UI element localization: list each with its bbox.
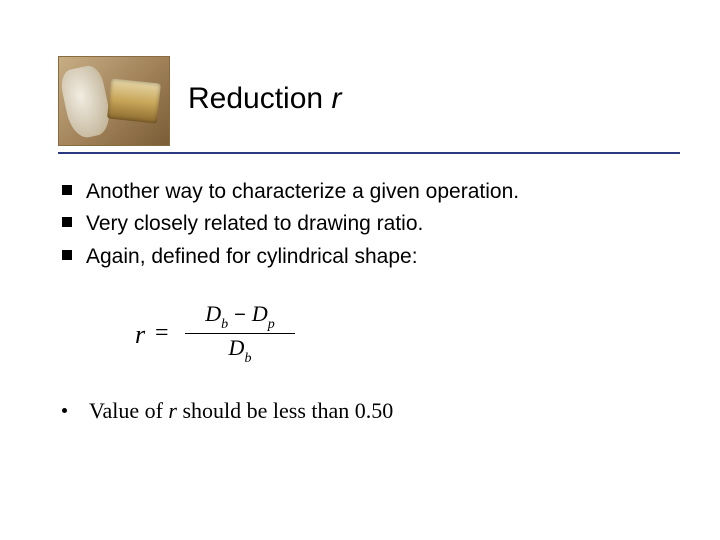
num-sub-a: b [221,317,228,332]
square-bullet-icon [62,250,72,260]
bullet-list: Another way to characterize a given oper… [62,178,670,275]
den-sub: b [244,351,251,366]
note-post: should be less than 0.50 [177,398,393,423]
list-item: Another way to characterize a given oper… [62,178,670,206]
header-underline [58,152,680,154]
formula-lhs: r [135,320,145,350]
title-word: Reduction [188,82,323,115]
slide-header: Reduction r [58,56,680,156]
bullet-text: Again, defined for cylindrical shape: [86,243,418,271]
num-sub-b: p [268,317,275,332]
formula: r = Db−Dp Db [135,302,315,372]
equals-sign: = [155,320,169,347]
num-term-b: D [252,301,268,326]
square-bullet-icon [62,217,72,227]
header-thumbnail [58,56,170,146]
list-item: Again, defined for cylindrical shape: [62,243,670,271]
list-item: Very closely related to drawing ratio. [62,210,670,238]
den-term: D [229,335,245,360]
bullet-text: Very closely related to drawing ratio. [86,210,423,238]
minus-sign: − [228,304,252,326]
slide: Reduction r Another way to characterize … [0,0,720,540]
disc-bullet-icon [62,408,67,413]
slide-title: Reduction r [188,82,341,115]
fraction: Db−Dp Db [175,302,305,365]
square-bullet-icon [62,185,72,195]
bullet-text: Another way to characterize a given oper… [86,178,519,206]
note-variable: r [168,398,177,423]
num-term-a: D [205,301,221,326]
numerator: Db−Dp [175,302,305,333]
title-variable: r [331,82,341,115]
note-text: Value of r should be less than 0.50 [89,398,393,424]
denominator: Db [175,334,305,365]
note-pre: Value of [89,398,168,423]
note-row: Value of r should be less than 0.50 [62,398,670,424]
